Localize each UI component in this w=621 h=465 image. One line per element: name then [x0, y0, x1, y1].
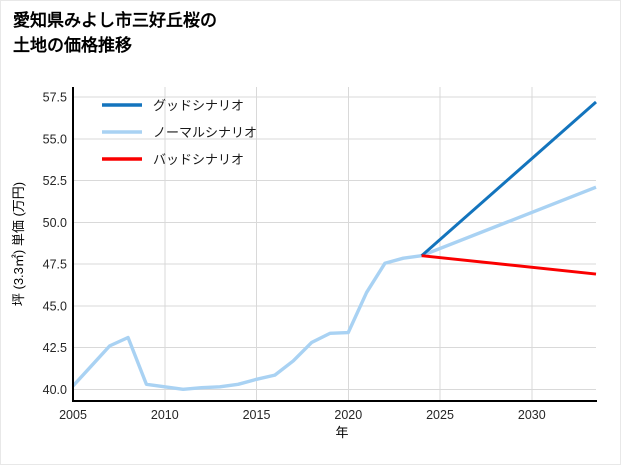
y-tick-label: 55.0: [43, 132, 67, 146]
series-line-3: [421, 254, 597, 276]
y-tick-label: 57.5: [43, 91, 67, 105]
series-line-2: [71, 185, 597, 392]
y-tick-label: 50.0: [43, 216, 67, 230]
horizontal-gridlines: [73, 96, 596, 390]
y-tick-label: 52.5: [43, 174, 67, 188]
y-tick-labels: 40.0 42.5 45.0 47.5 50.0 52.5 55.0 57.5: [43, 91, 67, 397]
legend-label: バッドシナリオ: [153, 152, 244, 167]
legend-label: グッドシナリオ: [153, 98, 244, 113]
x-axis-title: 年: [335, 425, 348, 440]
y-tick-label: 40.0: [43, 383, 67, 397]
legend-label: ノーマルシナリオ: [153, 125, 257, 140]
x-tick-label: 2010: [151, 408, 179, 422]
x-tick-label: 2020: [334, 408, 362, 422]
data-series-group: [71, 100, 597, 392]
legend-entry-2[interactable]: ノーマルシナリオ: [102, 125, 257, 140]
series-line-1: [420, 100, 597, 257]
legend-entry-3[interactable]: バッドシナリオ: [102, 152, 244, 167]
x-tick-labels: 2005 2010 2015 2020 2025 2030: [59, 408, 546, 422]
legend-entry-1[interactable]: グッドシナリオ: [102, 98, 244, 113]
axis-spines: [71, 87, 597, 403]
y-axis-title: 坪 (3.3㎡) 単価 (万円): [11, 182, 26, 306]
y-tick-label: 45.0: [43, 299, 67, 313]
y-tick-label: 47.5: [43, 258, 67, 272]
x-tick-label: 2005: [59, 408, 87, 422]
x-tick-label: 2030: [518, 408, 546, 422]
x-tick-label: 2015: [243, 408, 271, 422]
chart-title: 愛知県みよし市三好丘桜の 土地の価格推移: [13, 11, 217, 55]
x-tick-label: 2025: [426, 408, 454, 422]
y-tick-label: 42.5: [43, 341, 67, 355]
